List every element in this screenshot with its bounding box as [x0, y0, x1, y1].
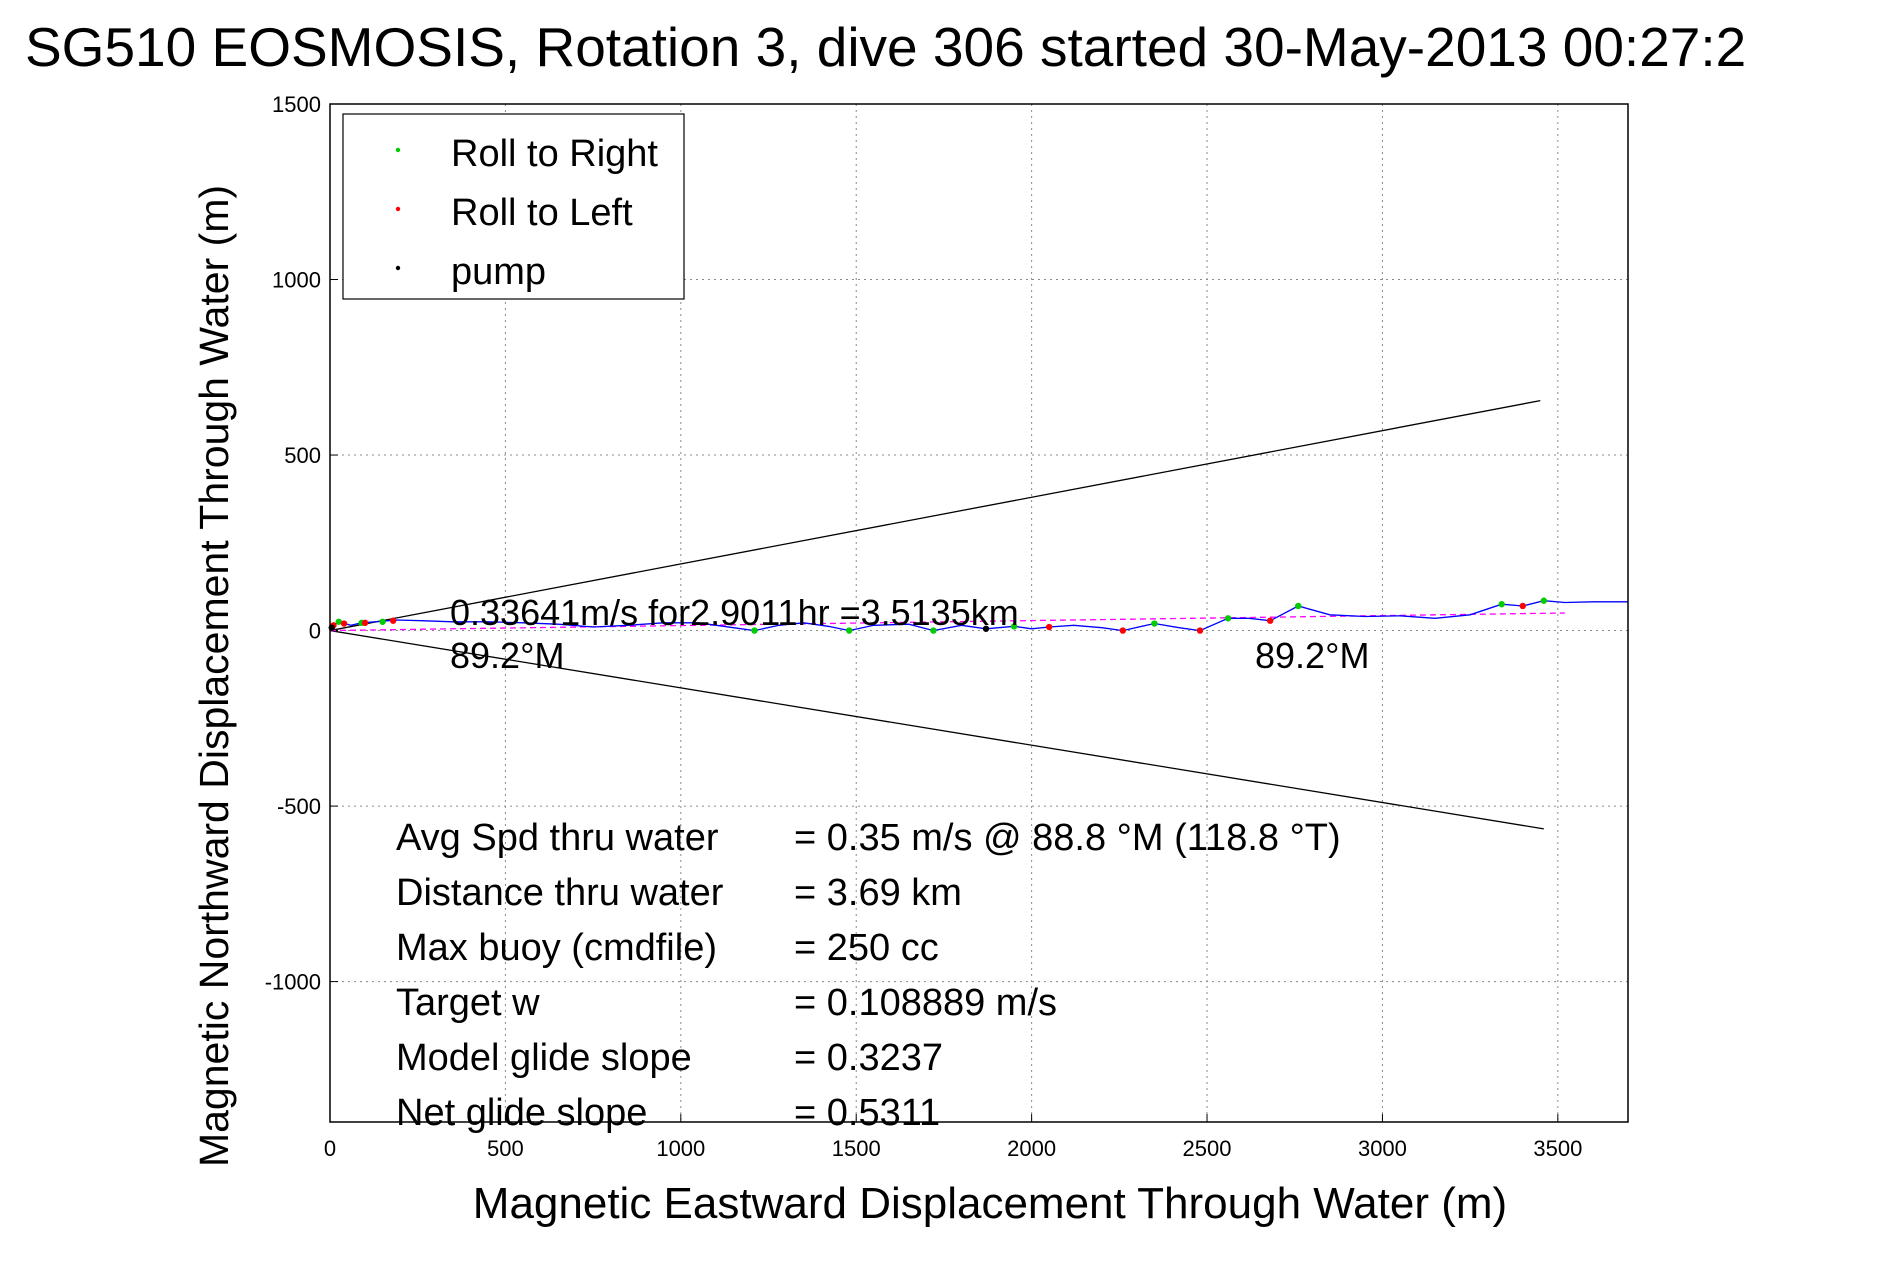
pump-marker [982, 625, 990, 632]
chart-title: SG510 EOSMOSIS, Rotation 3, dive 306 sta… [25, 16, 1746, 78]
roll-left-marker [389, 617, 397, 624]
roll-right-marker [1540, 597, 1548, 604]
roll-right-marker [846, 627, 853, 634]
heading-annotation-right: 89.2°M [1255, 635, 1369, 676]
cone-lines [329, 399, 1544, 830]
x-tick-label: 500 [487, 1136, 524, 1161]
x-tick-label: 3500 [1533, 1136, 1582, 1161]
stat-value: = 0.5311 [794, 1092, 940, 1134]
dive-track [329, 600, 1628, 632]
roll-left-marker [361, 619, 369, 627]
roll-right-marker [1010, 623, 1018, 630]
legend-marker [395, 265, 401, 271]
stat-label: Net glide slope [396, 1092, 647, 1134]
legend-marker [395, 147, 401, 153]
roll-left-marker [1266, 617, 1274, 624]
x-tick-label: 1000 [656, 1136, 705, 1161]
stat-label: Avg Spd thru water [396, 817, 719, 859]
legend-entry-label: Roll to Right [451, 133, 658, 175]
legend-entry-label: pump [451, 251, 546, 293]
y-tick-label: 500 [284, 443, 321, 468]
y-tick-label: 1000 [272, 268, 321, 293]
stat-value: = 0.35 m/s @ 88.8 °M (118.8 °T) [794, 817, 1341, 859]
stat-value: = 250 cc [794, 927, 939, 969]
y-tick-label: -1000 [265, 970, 321, 995]
roll-right-marker [335, 618, 342, 625]
y-tick-label: -500 [277, 794, 321, 819]
heading-annotation-left: 89.2°M [450, 635, 564, 676]
roll-left-marker [1045, 623, 1053, 631]
roll-left-marker [340, 620, 348, 627]
legend-entry-label: Roll to Left [451, 192, 633, 234]
roll-right-marker [1151, 620, 1158, 627]
cone-line-upper [329, 399, 1541, 632]
y-axis-label: Magnetic Northward Displacement Through … [191, 185, 237, 1167]
roll-left-marker [1119, 627, 1127, 634]
roll-right-marker [379, 618, 386, 625]
roll-left-marker [1196, 627, 1204, 634]
roll-right-marker [751, 627, 758, 634]
x-tick-labels: 0 500 1000 1500 2000 2500 3000 3500 [324, 1136, 1582, 1161]
roll-right-marker [1224, 615, 1232, 622]
x-tick-label: 2500 [1183, 1136, 1232, 1161]
y-tick-labels: -1000 -500 0 500 1000 1500 [265, 92, 321, 995]
stat-label: Distance thru water [396, 872, 724, 914]
cone-line-lower [329, 629, 1544, 830]
x-tick-label: 1500 [832, 1136, 881, 1161]
plot-frame [329, 103, 1629, 1123]
roll-right-marker [1498, 601, 1505, 608]
x-tick-label: 0 [324, 1136, 336, 1161]
stat-label: Model glide slope [396, 1037, 692, 1079]
x-axis-label: Magnetic Eastward Displacement Through W… [473, 1179, 1507, 1228]
legend-marker [395, 206, 401, 212]
y-tick-label: 0 [309, 619, 321, 644]
x-tick-label: 2000 [1007, 1136, 1056, 1161]
roll-markers [328, 597, 1548, 634]
legend: Roll to Right Roll to Left pump [342, 113, 685, 300]
y-tick-label: 1500 [272, 92, 321, 117]
stat-label: Max buoy (cmdfile) [396, 927, 717, 969]
heading-line-segment [329, 612, 1565, 632]
speed-annotation: 0.33641m/s for2.9011hr =3.5135km [450, 592, 1019, 633]
stat-value: = 0.108889 m/s [794, 982, 1057, 1024]
roll-right-marker [1295, 602, 1302, 610]
stat-value: = 3.69 km [794, 872, 962, 914]
stat-label: Target w [396, 982, 540, 1024]
roll-right-marker [930, 627, 937, 634]
x-tick-label: 3000 [1358, 1136, 1407, 1161]
track-line [329, 600, 1628, 632]
stats-block: Avg Spd thru water = 0.35 m/s @ 88.8 °M (… [396, 817, 1341, 1134]
roll-left-marker [1519, 602, 1526, 610]
stat-value: = 0.3237 [794, 1037, 943, 1079]
heading-line [329, 612, 1565, 632]
